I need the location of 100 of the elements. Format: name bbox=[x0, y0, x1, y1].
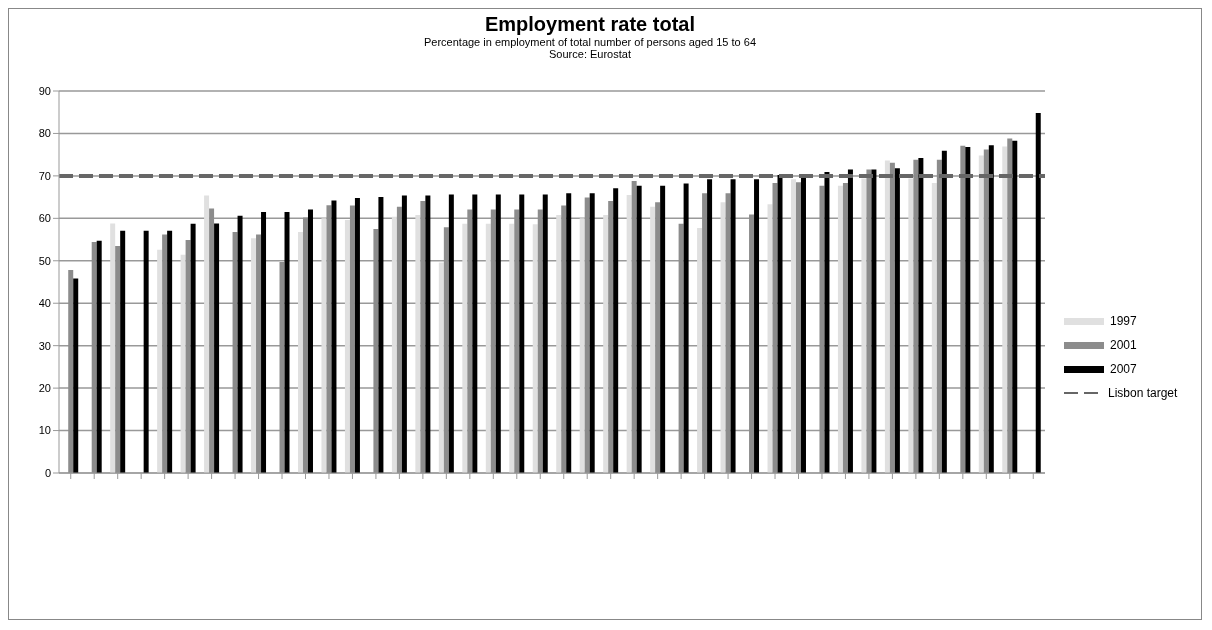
legend-label: 2007 bbox=[1110, 362, 1137, 376]
bar bbox=[837, 185, 843, 473]
y-tick-label: 50 bbox=[38, 254, 51, 267]
legend-label: 1997 bbox=[1110, 314, 1137, 328]
bar bbox=[472, 194, 478, 473]
bar bbox=[443, 227, 449, 473]
bar bbox=[650, 206, 656, 473]
bar bbox=[537, 209, 543, 473]
bar bbox=[167, 230, 173, 473]
bar bbox=[777, 175, 783, 473]
bar bbox=[157, 249, 163, 473]
bar bbox=[532, 224, 538, 473]
bar bbox=[251, 238, 257, 473]
bar bbox=[655, 202, 661, 473]
bar bbox=[91, 242, 97, 473]
y-tick-label: 10 bbox=[38, 424, 51, 437]
bar bbox=[603, 214, 609, 473]
bar bbox=[824, 172, 830, 473]
bar bbox=[120, 230, 126, 473]
bar bbox=[354, 197, 360, 473]
y-tick-label: 0 bbox=[44, 466, 51, 479]
bar bbox=[115, 245, 121, 473]
bar bbox=[847, 169, 853, 473]
bar bbox=[331, 200, 337, 473]
bar bbox=[180, 254, 186, 473]
bar bbox=[185, 239, 191, 473]
bar bbox=[279, 262, 285, 473]
bar bbox=[608, 200, 614, 473]
bar bbox=[697, 228, 703, 473]
bar bbox=[871, 169, 877, 473]
bar bbox=[589, 193, 595, 473]
bar bbox=[420, 200, 426, 473]
bar bbox=[302, 217, 308, 473]
bar bbox=[965, 147, 971, 473]
bar bbox=[438, 262, 444, 473]
bar bbox=[931, 183, 937, 473]
bar bbox=[884, 160, 890, 473]
bar bbox=[490, 209, 496, 473]
bar bbox=[261, 211, 267, 473]
bar bbox=[415, 214, 421, 473]
bar bbox=[1007, 138, 1013, 473]
chart-title: Employment rate total bbox=[483, 13, 696, 36]
bar bbox=[326, 205, 332, 473]
bar bbox=[913, 159, 919, 473]
bar bbox=[307, 209, 313, 473]
bar bbox=[636, 185, 642, 473]
bar bbox=[819, 185, 825, 473]
bar bbox=[1035, 113, 1041, 473]
bar bbox=[960, 145, 966, 473]
bar bbox=[256, 234, 262, 473]
bar bbox=[566, 193, 572, 473]
bar bbox=[889, 162, 895, 473]
bar bbox=[678, 223, 684, 473]
bar bbox=[749, 214, 755, 473]
bar bbox=[754, 179, 760, 473]
bar bbox=[725, 193, 731, 473]
bar bbox=[918, 158, 924, 473]
bar bbox=[584, 197, 590, 473]
bar bbox=[556, 214, 562, 473]
bar bbox=[941, 150, 947, 473]
bar bbox=[96, 240, 102, 473]
bar bbox=[209, 208, 215, 473]
bar bbox=[448, 194, 454, 473]
bar bbox=[720, 202, 726, 473]
legend-label: 2001 bbox=[1110, 338, 1137, 352]
y-tick-label: 20 bbox=[38, 382, 51, 395]
bar bbox=[866, 169, 872, 473]
bar bbox=[485, 223, 491, 473]
bar bbox=[795, 182, 801, 473]
bar bbox=[378, 197, 384, 473]
bar bbox=[800, 176, 806, 473]
bar bbox=[790, 179, 796, 473]
bar bbox=[284, 211, 290, 473]
bar bbox=[462, 223, 468, 473]
bar bbox=[579, 218, 585, 473]
legend-label: Lisbon target bbox=[1108, 386, 1178, 400]
bar bbox=[190, 223, 196, 473]
bar bbox=[373, 228, 379, 473]
bar bbox=[349, 205, 355, 473]
bar bbox=[425, 195, 431, 473]
bar bbox=[237, 215, 243, 473]
bar bbox=[1002, 146, 1008, 473]
y-tick-label: 90 bbox=[38, 84, 51, 97]
bar bbox=[983, 149, 989, 473]
bar bbox=[73, 278, 79, 473]
bar bbox=[232, 231, 238, 473]
bar bbox=[936, 159, 942, 473]
bar bbox=[767, 204, 773, 473]
bar bbox=[162, 234, 168, 473]
bar bbox=[143, 230, 149, 473]
bar bbox=[683, 183, 689, 473]
bar bbox=[561, 205, 567, 473]
bar bbox=[707, 179, 713, 473]
bar bbox=[401, 195, 407, 473]
y-tick-label: 40 bbox=[38, 297, 51, 310]
bar bbox=[344, 220, 350, 473]
bar bbox=[978, 155, 984, 473]
bar bbox=[297, 231, 303, 473]
bar bbox=[861, 178, 867, 473]
bar bbox=[214, 223, 220, 473]
